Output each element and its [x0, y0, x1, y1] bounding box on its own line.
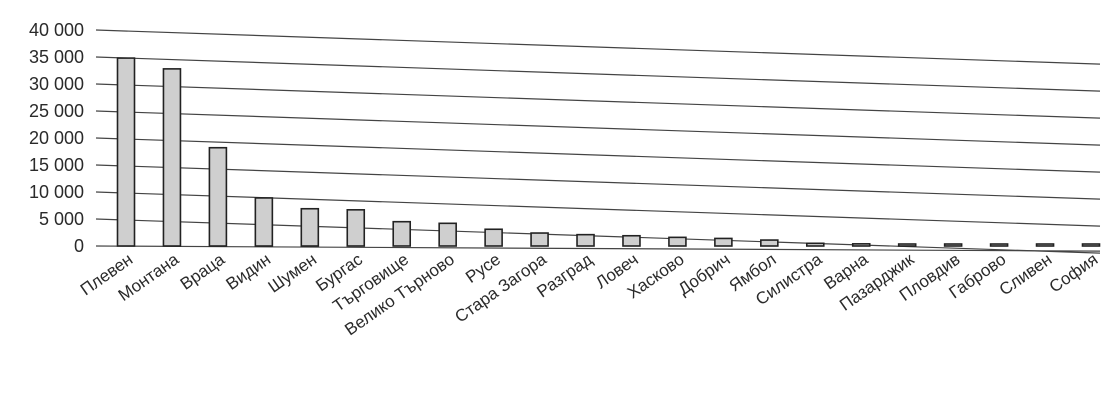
bar-9 [484, 228, 503, 247]
y-tick-label: 0 [74, 236, 84, 256]
x-axis-category-labels: ПлевенМонтанаВрацаВидинШуменБургасТъргов… [77, 249, 1101, 339]
bar-22 [1081, 243, 1101, 247]
gridline [95, 164, 1101, 200]
bar-2 [162, 68, 182, 247]
x-category-label: Сливен [996, 250, 1056, 300]
bar-7 [392, 220, 412, 247]
y-tick-label: 35 000 [29, 47, 84, 67]
bar-21 [1035, 243, 1055, 247]
gridline [95, 110, 1101, 146]
gridline [95, 56, 1101, 92]
bar-18 [897, 243, 917, 247]
bar-5 [300, 207, 320, 247]
gridline [95, 83, 1101, 119]
y-tick-label: 20 000 [29, 128, 84, 148]
bar-16 [805, 242, 825, 247]
bar-6 [346, 209, 366, 247]
x-category-label: Враца [177, 249, 229, 293]
bar-3 [208, 146, 228, 247]
x-category-label: Видин [223, 250, 275, 294]
bar-1 [116, 57, 136, 247]
bar-8 [438, 222, 457, 247]
gridline [95, 137, 1101, 173]
bar-12 [622, 234, 641, 247]
x-category-label: София [1046, 250, 1101, 297]
gridline [95, 191, 1101, 227]
bar-4 [254, 197, 274, 247]
y-tick-label: 5 000 [39, 209, 84, 229]
bar-14 [714, 237, 733, 247]
bar-20 [989, 243, 1009, 247]
y-tick-label: 30 000 [29, 74, 84, 94]
gridlines [95, 29, 1101, 254]
gridline [95, 29, 1101, 65]
gridline [95, 245, 1101, 252]
bar-19 [943, 243, 963, 247]
x-category-label: Шумен [265, 250, 320, 297]
x-category-label: Добрич [675, 250, 734, 299]
y-tick-label: 25 000 [29, 101, 84, 121]
y-tick-label: 40 000 [29, 20, 84, 40]
bar-11 [576, 233, 595, 247]
bar-17 [851, 243, 871, 247]
y-tick-label: 10 000 [29, 182, 84, 202]
bar-15 [760, 239, 779, 247]
bar-13 [668, 236, 687, 247]
y-tick-label: 15 000 [29, 155, 84, 175]
bars [116, 57, 1101, 247]
y-axis-tick-labels: 0 5 000 10 000 15 000 20 000 25 000 30 000 35 0… [29, 20, 84, 256]
bar-10 [530, 232, 549, 247]
